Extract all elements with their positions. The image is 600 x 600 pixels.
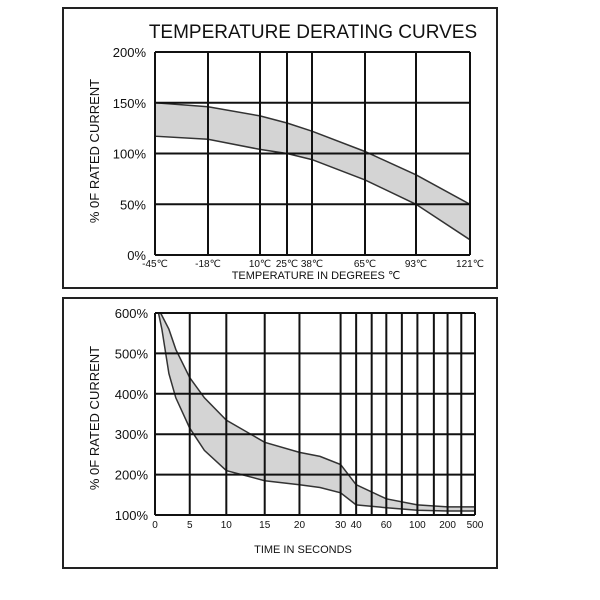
top-y-axis-label: % 0F RATED CURRENT: [87, 79, 102, 223]
top-y-tick-label: 150%: [113, 96, 147, 111]
top-x-tick-label: 25℃: [276, 259, 298, 270]
top-y-tick-label: 200%: [113, 45, 147, 60]
bottom-x-tick-label: 200: [439, 520, 456, 531]
top-x-tick-label: -45℃: [142, 259, 168, 270]
bottom-grid: [154, 312, 476, 516]
top-grid: [154, 51, 471, 256]
bottom-y-tick-label: 200%: [115, 468, 149, 483]
bottom-y-tick-label: 500%: [115, 346, 149, 361]
bottom-x-axis-label: TIME IN SECONDS: [254, 544, 352, 556]
bottom-y-axis-ticks: 100% 200% 300% 400% 500% 600%: [115, 306, 149, 523]
bottom-x-tick-label: 5: [187, 520, 193, 531]
bottom-y-tick-label: 600%: [115, 306, 149, 321]
bottom-y-tick-label: 100%: [115, 508, 149, 523]
top-chart-title: TEMPERATURE DERATING CURVES: [149, 22, 477, 43]
top-x-tick-label: -18℃: [195, 259, 221, 270]
top-x-tick-label: 121℃: [456, 259, 484, 270]
top-x-axis-ticks: -45℃ -18℃ 10℃ 25℃ 38℃ 65℃ 93℃ 121℃: [142, 259, 484, 270]
bottom-chart-frame: [62, 297, 498, 569]
top-x-tick-label: 10℃: [249, 259, 271, 270]
bottom-x-tick-label: 60: [381, 520, 393, 531]
bottom-x-tick-label: 100: [409, 520, 426, 531]
bottom-x-tick-label: 20: [294, 520, 306, 531]
bottom-x-tick-label: 30: [335, 520, 347, 531]
bottom-y-axis-label: % 0F RATED CURRENT: [87, 346, 102, 490]
temperature-derating-chart: TEMPERATURE DERATING CURVES 0% 50% 100% 150…: [62, 7, 498, 289]
bottom-x-tick-label: 0: [152, 520, 158, 531]
top-y-axis-ticks: 0% 50% 100% 150% 200%: [113, 45, 147, 263]
bottom-y-tick-label: 300%: [115, 427, 149, 442]
top-x-tick-label: 93℃: [405, 259, 427, 270]
top-y-tick-label: 100%: [113, 147, 147, 162]
time-current-chart: 100% 200% 300% 400% 500% 600% 0 5 10 15 20 30 40 60 1…: [62, 297, 498, 569]
bottom-x-tick-label: 10: [221, 520, 233, 531]
top-x-tick-label: 65℃: [354, 259, 376, 270]
top-x-tick-label: 38℃: [301, 259, 323, 270]
top-x-axis-label: TEMPERATURE IN DEGREES ℃: [232, 270, 401, 282]
bottom-x-tick-label: 40: [351, 520, 363, 531]
bottom-x-tick-label: 15: [259, 520, 271, 531]
top-y-tick-label: 50%: [120, 197, 146, 212]
bottom-x-tick-label: 500: [467, 520, 484, 531]
bottom-x-axis-ticks: 0 5 10 15 20 30 40 60 100 200 500: [152, 520, 484, 531]
bottom-y-tick-label: 400%: [115, 387, 149, 402]
top-y-tick-label: 0%: [127, 248, 146, 263]
